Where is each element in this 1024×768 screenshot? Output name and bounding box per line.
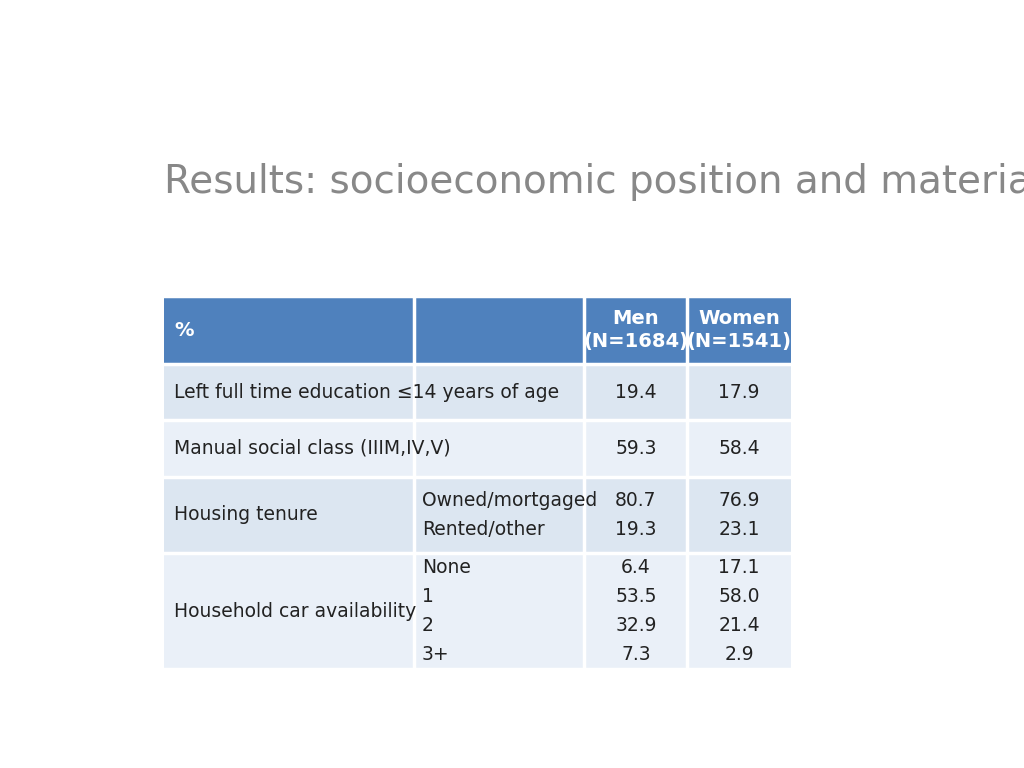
Text: Housing tenure: Housing tenure <box>174 505 317 525</box>
Text: 80.7
19.3: 80.7 19.3 <box>615 491 656 539</box>
Text: 76.9
23.1: 76.9 23.1 <box>718 491 760 539</box>
Bar <box>164 476 791 554</box>
Text: 58.4: 58.4 <box>718 439 760 458</box>
Text: Manual social class (IIIM,IV,V): Manual social class (IIIM,IV,V) <box>174 439 451 458</box>
Text: 59.3: 59.3 <box>615 439 656 458</box>
Text: Women
(N=1541): Women (N=1541) <box>686 310 792 351</box>
Text: Results: socioeconomic position and material deprivation: Results: socioeconomic position and mate… <box>164 163 1024 201</box>
Text: 6.4
53.5
32.9
7.3: 6.4 53.5 32.9 7.3 <box>615 558 656 664</box>
Text: 19.4: 19.4 <box>615 382 656 402</box>
Text: Left full time education ≤14 years of age: Left full time education ≤14 years of ag… <box>174 382 559 402</box>
Text: 17.9: 17.9 <box>718 382 760 402</box>
Bar <box>164 554 791 669</box>
Bar <box>164 296 791 364</box>
Bar <box>164 364 791 420</box>
Text: Men
(N=1684): Men (N=1684) <box>584 310 688 351</box>
Text: 17.1
58.0
21.4
2.9: 17.1 58.0 21.4 2.9 <box>718 558 760 664</box>
Text: %: % <box>174 321 194 339</box>
Text: Owned/mortgaged
Rented/other: Owned/mortgaged Rented/other <box>422 491 597 539</box>
Text: Household car availability: Household car availability <box>174 601 417 621</box>
Bar <box>164 420 791 476</box>
Text: None
1
2
3+: None 1 2 3+ <box>422 558 470 664</box>
